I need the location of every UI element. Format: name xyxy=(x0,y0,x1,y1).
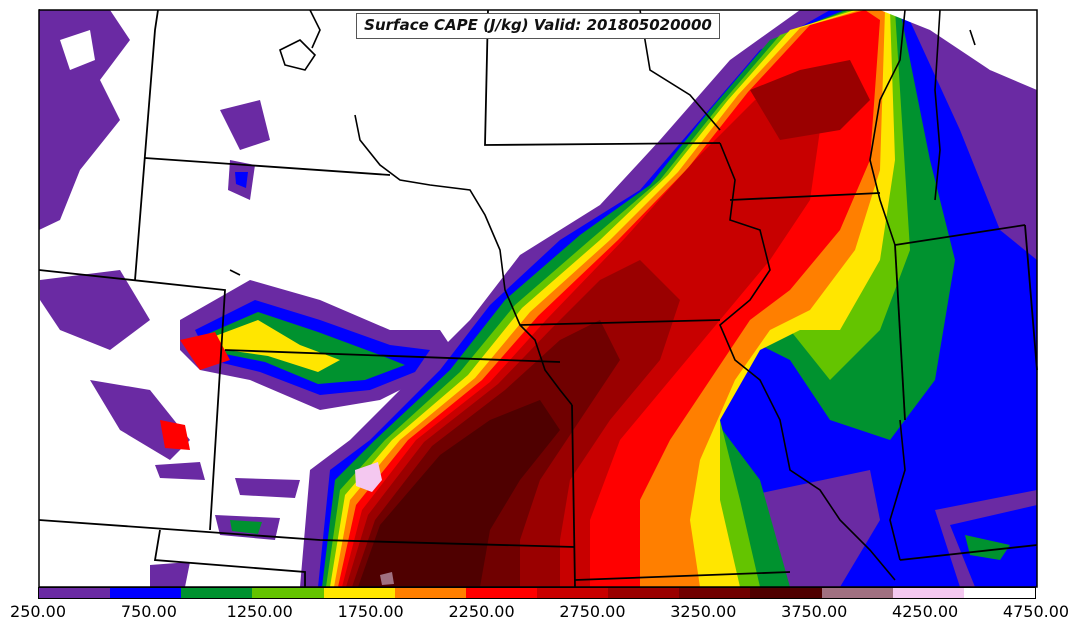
colorbar-tick-label: 1750.00 xyxy=(337,602,404,621)
colorbar-segment xyxy=(750,588,822,598)
coastlines xyxy=(229,9,976,581)
colorbar-segment xyxy=(608,588,680,598)
map-title: Surface CAPE (J/kg) Valid: 201805020000 xyxy=(356,13,720,39)
cape-contours xyxy=(39,10,1037,587)
colorbar-segment xyxy=(39,588,111,598)
colorbar-segment xyxy=(465,588,537,598)
colorbar-tick-label: 250.00 xyxy=(10,602,66,621)
colorbar-segment xyxy=(252,588,324,598)
colorbar xyxy=(38,587,1036,599)
state-borders xyxy=(38,9,1038,588)
colorbar-segment xyxy=(181,588,253,598)
colorbar-segment xyxy=(821,588,893,598)
colorbar-ticks: 250.00 750.00 1250.00 1750.00 2250.00 2750.00… xyxy=(0,602,1081,622)
colorbar-tick-label: 4250.00 xyxy=(892,602,959,621)
colorbar-segment xyxy=(323,588,395,598)
colorbar-tick-label: 750.00 xyxy=(120,602,177,621)
colorbar-tick-label: 3750.00 xyxy=(781,602,848,621)
colorbar-tick-label: 2250.00 xyxy=(448,602,515,621)
colorbar-segment xyxy=(536,588,609,598)
colorbar-tick-label: 4750.00 xyxy=(1002,602,1070,621)
colorbar-tick-label: 3250.00 xyxy=(670,602,737,621)
colorbar-tick-label: 2750.00 xyxy=(559,602,626,621)
colorbar-segment xyxy=(963,588,1035,598)
colorbar-segment xyxy=(892,588,964,598)
colorbar-segment xyxy=(679,588,751,598)
colorbar-segment xyxy=(110,588,182,598)
colorbar-tick-label: 1250.00 xyxy=(226,602,293,621)
colorbar-segment xyxy=(394,588,466,598)
